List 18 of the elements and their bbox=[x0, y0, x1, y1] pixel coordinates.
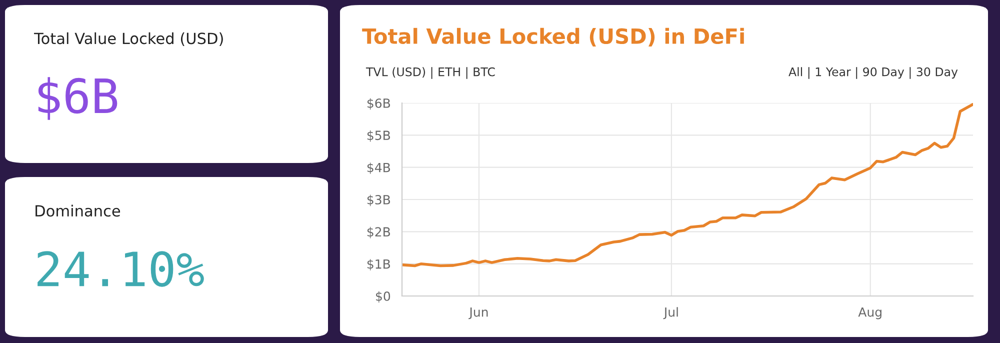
y-tick-label: $1B bbox=[367, 259, 390, 270]
y-tick-label: $3B bbox=[367, 194, 390, 206]
chart-title: Total Value Locked (USD) in DeFi bbox=[362, 28, 744, 46]
x-tick-label: Jun bbox=[468, 307, 488, 320]
text: $6B bbox=[38, 77, 118, 120]
x-tick-label: Aug bbox=[858, 307, 882, 320]
text: 24.10% bbox=[38, 251, 204, 287]
text: Dominance bbox=[36, 204, 120, 217]
x-tick-label: Jul bbox=[663, 307, 678, 320]
y-tick-label: $4B bbox=[367, 162, 390, 174]
text: Total Value Locked (USD) bbox=[34, 32, 223, 46]
y-tick-label: $6B bbox=[367, 98, 390, 110]
y-tick-label: $0 bbox=[376, 291, 390, 303]
y-tick-label: $2B bbox=[367, 226, 390, 238]
text: All | 1 Year | 90 Day | 30 Day bbox=[788, 67, 958, 79]
y-tick-label: $5B bbox=[367, 130, 390, 142]
text: TVL (USD) | ETH | BTC bbox=[366, 67, 495, 79]
line-series bbox=[402, 103, 973, 268]
